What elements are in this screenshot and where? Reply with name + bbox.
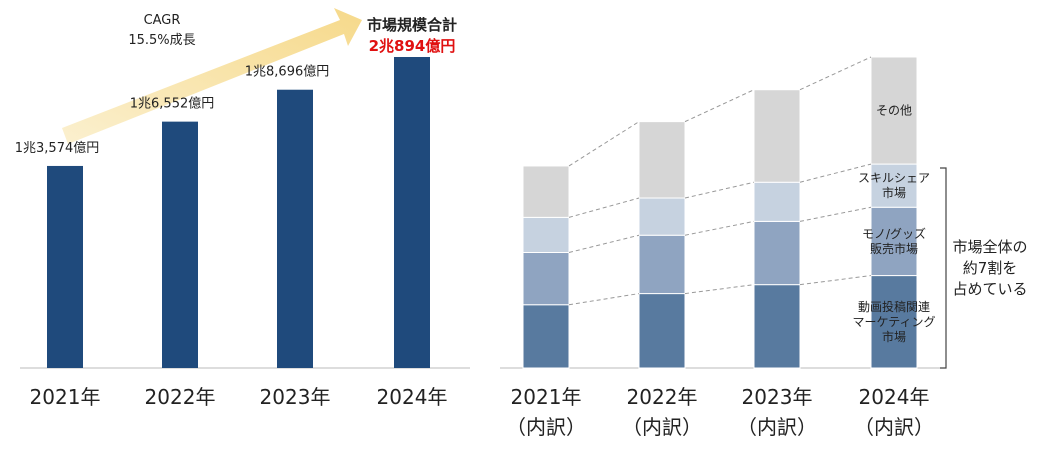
x-tick-label: 2024年（内訳） [854, 385, 934, 439]
connector [568, 234, 640, 253]
bar [162, 121, 198, 368]
annotation: 市場全体の約7割を占めている [952, 238, 1027, 298]
bar-segment [522, 165, 570, 218]
connector [684, 181, 755, 199]
bracket [940, 167, 947, 369]
annotation: 市場規模合計 [367, 16, 457, 34]
annotation: 15.5%成長 [128, 33, 195, 48]
connector [684, 89, 755, 123]
bar-segment [522, 251, 570, 306]
connector [568, 121, 640, 167]
value-label: 1兆3,574億円 [15, 139, 100, 155]
connector [799, 275, 872, 286]
legend-label: スキルシェア市場 [858, 171, 930, 200]
bar [47, 165, 83, 368]
connector [799, 206, 872, 222]
x-tick-label: 2023年（内訳） [737, 385, 817, 439]
bar-segment [870, 163, 918, 208]
legend-label: モノ/グッズ販売市場 [862, 225, 926, 255]
bar-segment [753, 89, 801, 183]
x-tick-label: 2023年 [260, 385, 331, 409]
bar-segment [870, 275, 918, 369]
connector [799, 163, 872, 183]
connector [568, 293, 640, 306]
value-label: 1兆8,696億円 [245, 63, 330, 79]
bar-segment [522, 304, 570, 369]
bar-segment [638, 293, 686, 369]
bar-segment [638, 234, 686, 295]
x-tick-label: 2024年 [377, 385, 448, 409]
x-tick-label: 2022年（内訳） [622, 385, 702, 439]
value-label: 1兆6,552億円 [130, 95, 215, 111]
bar-segment [638, 197, 686, 236]
connector [684, 284, 755, 295]
connector [799, 56, 872, 91]
bar-segment [753, 284, 801, 369]
bar [394, 57, 430, 368]
bar-segment [522, 216, 570, 253]
bar-segment [638, 121, 686, 199]
bar-segment [870, 56, 918, 165]
bar-segment [753, 220, 801, 286]
x-tick-label: 2022年 [145, 385, 216, 409]
x-tick-label: 2021年 [30, 385, 101, 409]
value-label: 2兆894億円 [369, 37, 456, 55]
connector [684, 220, 755, 236]
growth-arrow [62, 8, 362, 144]
annotation: CAGR [144, 13, 181, 28]
legend-label: 動画投稿関連マーケティング市場 [852, 298, 935, 343]
bar [277, 89, 313, 368]
connector [568, 197, 640, 218]
legend-label: その他 [876, 103, 912, 117]
x-tick-label: 2021年（内訳） [506, 385, 586, 439]
bar-segment [753, 181, 801, 222]
